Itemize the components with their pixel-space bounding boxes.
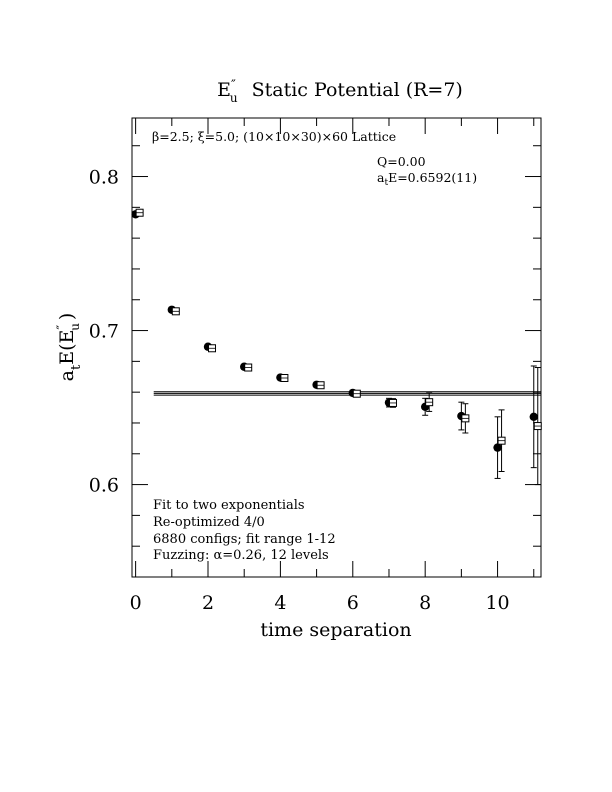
fit-band [153,391,541,396]
note-line-3: 6880 configs; fit range 1-12 [153,532,336,547]
x-tick-label: 0 [130,592,142,614]
x-tick-label: 10 [485,592,509,614]
plot-frame [131,117,542,578]
fit-energy-sub: t [384,178,388,188]
x-tick-labels: 0 2 4 6 8 10 [130,592,510,614]
y-tick-label: 0.6 [89,475,119,497]
x-tick-label: 6 [347,592,359,614]
fit-energy-prefix: a [377,170,385,185]
chart-title: E″ u Static Potential (R=7) [217,78,463,105]
y-label-sub: u [68,323,82,331]
fit-notes: Fit to two exponentials Re-optimized 4/0… [153,498,336,563]
lattice-annotation: β=2.5; ξ=5.0; (10×10×30)×60 Lattice [152,129,396,144]
data-point-circle [493,443,502,452]
y-label-sup: ″ [55,325,70,330]
y-label-t: t [69,364,84,370]
data-series [131,208,542,486]
title-rest: Static Potential (R=7) [252,79,463,101]
y-label-rest: E(E [56,330,78,365]
y-tick-label: 0.7 [89,321,119,343]
fit-q-value: Q=0.00 [377,154,426,169]
note-line-4: Fuzzing: α=0.26, 12 levels [153,548,329,563]
x-tick-label: 2 [202,592,214,614]
title-sup: ″ [231,78,236,93]
y-tick-labels: 0.6 0.7 0.8 [89,167,119,497]
y-label-a: a [56,370,78,381]
x-tick-label: 8 [419,592,431,614]
x-axis-label: time separation [260,619,411,641]
y-tick-label: 0.8 [89,167,119,189]
x-tick-label: 4 [274,592,286,614]
y-axis-label: atE(E″u) [55,313,84,382]
fit-energy-value: atE=0.6592(11) [377,170,477,188]
title-sub: u [230,91,238,105]
title-main: E [217,79,231,101]
data-point-circle [529,412,538,422]
y-label-close: ) [56,313,78,320]
fit-energy-text: E=0.6592(11) [388,170,477,185]
note-line-1: Fit to two exponentials [153,498,305,513]
note-line-2: Re-optimized 4/0 [153,515,265,530]
